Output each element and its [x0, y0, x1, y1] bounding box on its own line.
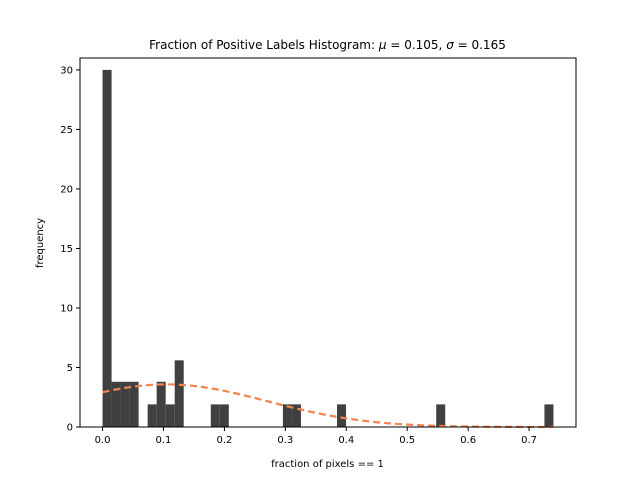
title-sigma-symbol: σ: [446, 38, 454, 52]
y-tick-label: 5: [67, 363, 73, 374]
x-tick-label: 0.5: [399, 435, 415, 446]
histogram-bar: [156, 381, 166, 427]
title-sigma-eq: =: [454, 38, 472, 52]
title-colon: :: [371, 38, 379, 52]
y-tick-label: 20: [60, 184, 73, 195]
x-tick-label: 0.1: [156, 435, 172, 446]
histogram-bar: [147, 404, 157, 427]
histogram-bar: [282, 404, 292, 427]
y-tick-label: 30: [60, 65, 73, 76]
histogram-bar: [111, 381, 121, 427]
y-tick-label: 0: [67, 423, 73, 434]
x-tick-label: 0.6: [460, 435, 476, 446]
x-tick-label: 0.4: [338, 435, 354, 446]
y-tick-label: 15: [60, 244, 73, 255]
y-tick-label: 10: [60, 303, 73, 314]
histogram-bar: [102, 69, 112, 428]
histogram-bar: [174, 360, 184, 427]
title-sigma-value: 0.165: [471, 38, 505, 52]
histogram-bar: [436, 404, 446, 427]
axes-spines: [79, 57, 577, 428]
x-tick-label: 0.3: [277, 435, 293, 446]
x-tick-label: 0.7: [521, 435, 537, 446]
axes-frame: [79, 57, 577, 428]
y-tick-label: 25: [60, 125, 73, 136]
plot-background: [80, 58, 576, 427]
y-axis-label: frequency: [35, 218, 46, 268]
histogram-bar: [129, 381, 139, 427]
chart-title: Fraction of Positive Labels Histogram: μ…: [149, 38, 506, 52]
title-mu-eq: =: [387, 38, 405, 52]
x-tick-label: 0.2: [216, 435, 232, 446]
chart-title-text: Fraction of Positive Labels Histogram: [149, 38, 371, 52]
x-tick-label: 0.0: [95, 435, 111, 446]
x-axis-ticks: 0.0 0.1 0.2 0.3 0.4 0.5 0.6 0.7: [95, 427, 537, 446]
histogram-bar: [165, 404, 175, 427]
title-mu-symbol: μ: [378, 38, 387, 52]
histogram-bar: [219, 404, 229, 427]
x-axis-label: fraction of pixels == 1: [271, 459, 384, 470]
y-axis-ticks: 0 5 10 15 20 25 30: [60, 65, 80, 434]
title-mu-value: 0.105: [404, 38, 438, 52]
histogram-bars: [102, 69, 554, 428]
histogram-bar: [120, 381, 130, 427]
plot-area: [80, 58, 576, 427]
histogram-bar: [210, 404, 220, 427]
histogram-bar: [544, 404, 554, 427]
histogram-bar: [291, 404, 301, 427]
histogram-bar: [337, 404, 347, 427]
title-sep: ,: [439, 38, 447, 52]
